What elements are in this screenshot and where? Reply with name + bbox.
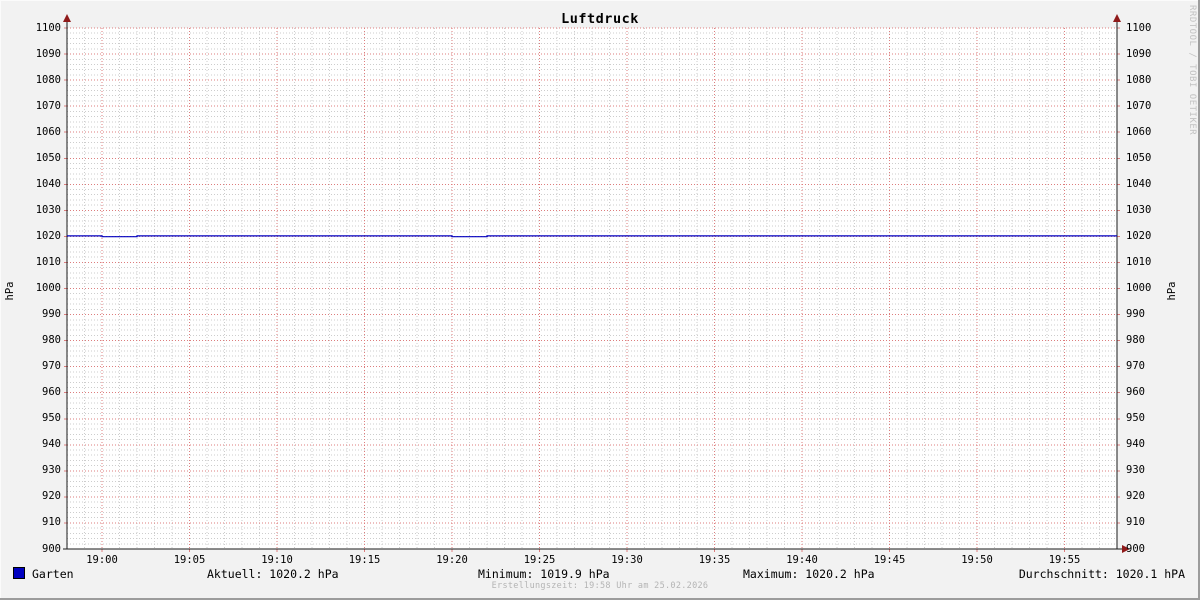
tick-label: 970 xyxy=(1126,360,1145,373)
creation-timestamp: Erstellungszeit: 19:58 Uhr am 25.02.2026 xyxy=(491,581,709,591)
tick-label: 930 xyxy=(42,464,61,477)
tick-label: 960 xyxy=(42,386,61,399)
tick-label: 1000 xyxy=(35,282,61,294)
tick-label: 19:10 xyxy=(261,554,293,566)
tick-label: 970 xyxy=(42,360,61,373)
tick-label: 1010 xyxy=(35,255,61,268)
series-color-swatch xyxy=(13,567,25,579)
tick-label: 1030 xyxy=(1126,203,1152,216)
tick-label: 1040 xyxy=(1126,177,1152,190)
chart-title: Luftdruck xyxy=(561,11,639,27)
tick-label: 980 xyxy=(1126,334,1145,347)
rrdtool-watermark: RRDTOOL / TOBI OETIKER xyxy=(1187,5,1197,136)
tick-label: 1060 xyxy=(1126,125,1152,138)
tick-label: 940 xyxy=(42,438,61,451)
tick-label: 1040 xyxy=(35,177,61,190)
tick-label: 930 xyxy=(1126,464,1145,477)
legend-minimum-value: Minimum: 1019.9 hPa xyxy=(478,567,610,581)
tick-label: 19:50 xyxy=(961,554,993,566)
legend-average-value: Durchschnitt: 1020.1 hPA xyxy=(1018,567,1185,581)
tick-label: 19:30 xyxy=(611,554,643,566)
tick-label: 910 xyxy=(1126,516,1145,529)
tick-label: 1070 xyxy=(1126,99,1152,112)
tick-label: 980 xyxy=(42,334,61,347)
tick-label: 1090 xyxy=(35,47,61,60)
tick-label: 1060 xyxy=(35,125,61,138)
tick-label: 990 xyxy=(1126,308,1145,321)
legend-current-value: Aktuell: 1020.2 hPa xyxy=(207,567,339,581)
tick-label: 19:35 xyxy=(698,554,731,566)
tick-label: 1020 xyxy=(35,229,61,242)
tick-label: 1070 xyxy=(35,99,61,112)
tick-label: 1030 xyxy=(35,203,61,216)
tick-label: 1080 xyxy=(35,73,61,86)
tick-label: 940 xyxy=(1126,438,1145,451)
tick-label: 950 xyxy=(1126,412,1145,425)
tick-label: 19:05 xyxy=(173,554,206,566)
tick-label: 1050 xyxy=(35,151,61,164)
legend-series: Garten xyxy=(13,567,74,581)
tick-label: 1080 xyxy=(1126,73,1152,86)
tick-label: 920 xyxy=(1126,490,1145,503)
legend-series-label: Garten xyxy=(32,567,74,581)
tick-label: 910 xyxy=(42,516,61,529)
tick-label: 19:40 xyxy=(786,554,818,566)
tick-label: 900 xyxy=(1126,542,1145,555)
tick-label: 19:20 xyxy=(436,554,468,566)
tick-label: 19:15 xyxy=(348,554,381,566)
tick-label: 920 xyxy=(42,490,61,503)
tick-label: 960 xyxy=(1126,386,1145,399)
tick-label: 900 xyxy=(42,542,61,555)
tick-label: 1090 xyxy=(1126,47,1152,60)
tick-label: 1100 xyxy=(35,21,61,34)
tick-label: 19:00 xyxy=(86,554,118,566)
tick-label: 1010 xyxy=(1126,255,1152,268)
legend-maximum-value: Maximum: 1020.2 hPa xyxy=(743,567,875,581)
tick-label: 950 xyxy=(42,412,61,425)
tick-label: 1020 xyxy=(1126,229,1152,242)
tick-label: 19:25 xyxy=(523,554,556,566)
tick-label: 1050 xyxy=(1126,151,1152,164)
tick-label: 990 xyxy=(42,308,61,321)
tick-label: 19:55 xyxy=(1048,554,1081,566)
tick-label: 19:45 xyxy=(873,554,906,566)
tick-label: 1000 xyxy=(1126,282,1152,294)
tick-label: 1100 xyxy=(1126,21,1152,34)
